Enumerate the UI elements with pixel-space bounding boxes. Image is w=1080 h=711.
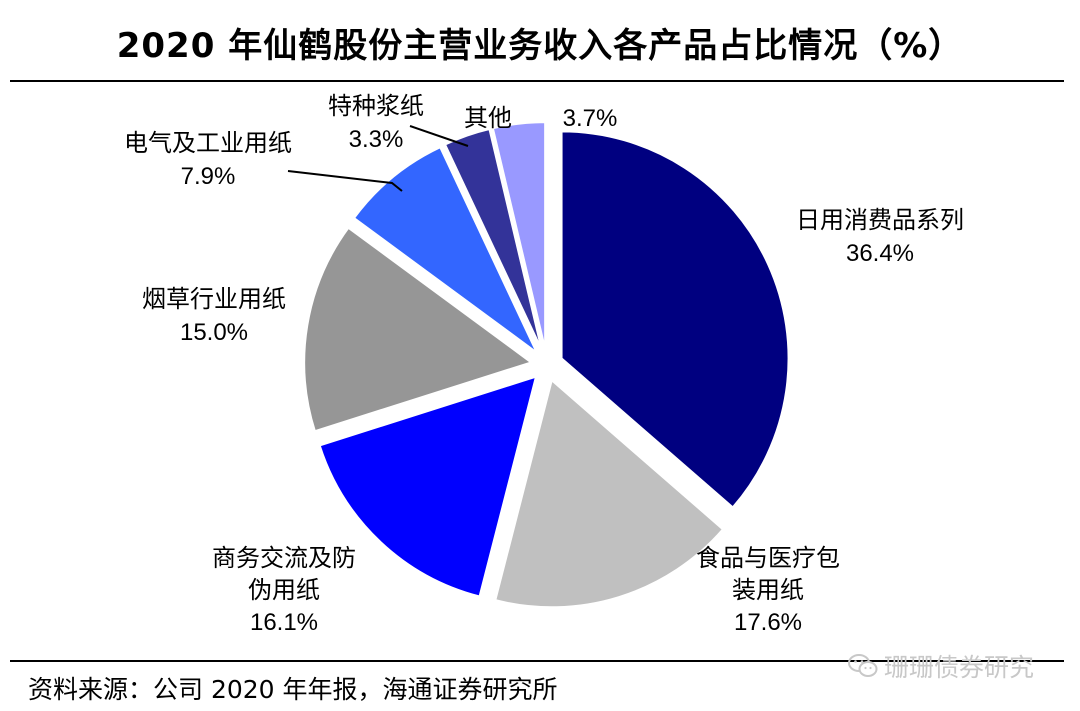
slice-label: 食品与医疗包 xyxy=(696,544,840,572)
slice-label: 电气及工业用纸 xyxy=(124,129,292,157)
slice-label: 其他 xyxy=(464,104,512,132)
slice-percent: 16.1% xyxy=(250,609,318,636)
watermark: 珊珊债券研究 xyxy=(848,648,1034,684)
pie-slice xyxy=(560,130,790,509)
slice-label: 商务交流及防 xyxy=(212,544,356,572)
slice-percent: 36.4% xyxy=(846,240,914,267)
slice-label: 特种浆纸 xyxy=(328,92,424,120)
slice-percent: 3.7% xyxy=(563,105,618,132)
pie-slice xyxy=(491,121,547,350)
pie-slice xyxy=(443,127,543,351)
source-note: 资料来源：公司 2020 年年报，海通证券研究所 xyxy=(28,675,558,704)
slice-percent: 17.6% xyxy=(734,609,802,636)
slice-percent: 3.3% xyxy=(349,126,404,153)
footer-divider xyxy=(10,660,1064,662)
slice-label: 日用消费品系列 xyxy=(796,206,964,234)
pie-slice xyxy=(318,375,538,598)
wechat-icon xyxy=(848,654,878,677)
slice-label: 伪用纸 xyxy=(248,576,320,604)
pie-slice xyxy=(352,145,538,354)
slice-percent: 7.9% xyxy=(181,163,236,190)
leader-line xyxy=(409,125,469,147)
leader-line xyxy=(287,170,403,192)
pie-slice xyxy=(494,378,725,609)
slice-label: 烟草行业用纸 xyxy=(142,285,286,313)
pie-slice xyxy=(303,226,534,433)
watermark-text: 珊珊债券研究 xyxy=(884,653,1035,682)
title-divider xyxy=(10,80,1064,82)
chart-title: 2020 年仙鹤股份主营业务收入各产品占比情况（%） xyxy=(116,26,964,66)
slice-percent: 15.0% xyxy=(180,319,248,346)
slice-label: 装用纸 xyxy=(732,576,804,604)
